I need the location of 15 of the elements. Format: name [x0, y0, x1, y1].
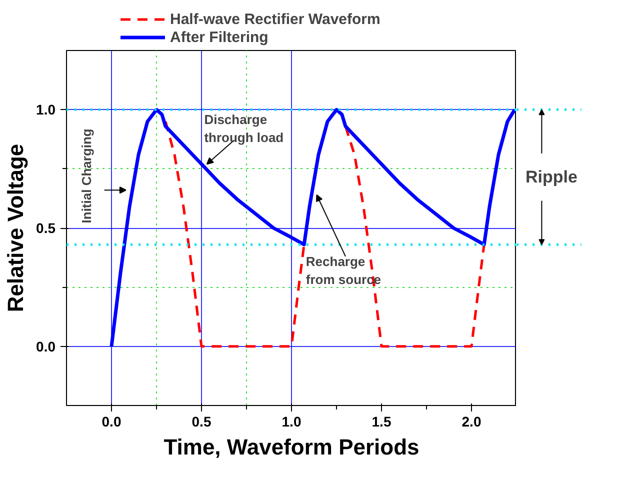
text: Ripple: [526, 168, 578, 187]
legend-label: After Filtering: [170, 28, 268, 46]
x-tick-label: 2.0: [462, 414, 482, 430]
y-axis-title: Relative Voltage: [3, 144, 28, 312]
x-axis-title: Time, Waveform Periods: [164, 434, 420, 460]
x-tick-label: 1.0: [282, 414, 302, 430]
annotation: Initial Charging: [78, 128, 94, 224]
x-tick-label: 0.5: [192, 414, 212, 430]
x-tick-label: 1.5: [372, 414, 392, 430]
y-tick-label: 0.0: [36, 338, 56, 354]
legend-label: Half-wave Rectifier Waveform: [170, 10, 380, 28]
annotation: Discharge through load: [204, 112, 284, 146]
x-tick-label: 0.0: [102, 414, 122, 430]
y-tick-label: 1.0: [36, 102, 56, 118]
y-tick-label: 0.5: [36, 220, 56, 236]
